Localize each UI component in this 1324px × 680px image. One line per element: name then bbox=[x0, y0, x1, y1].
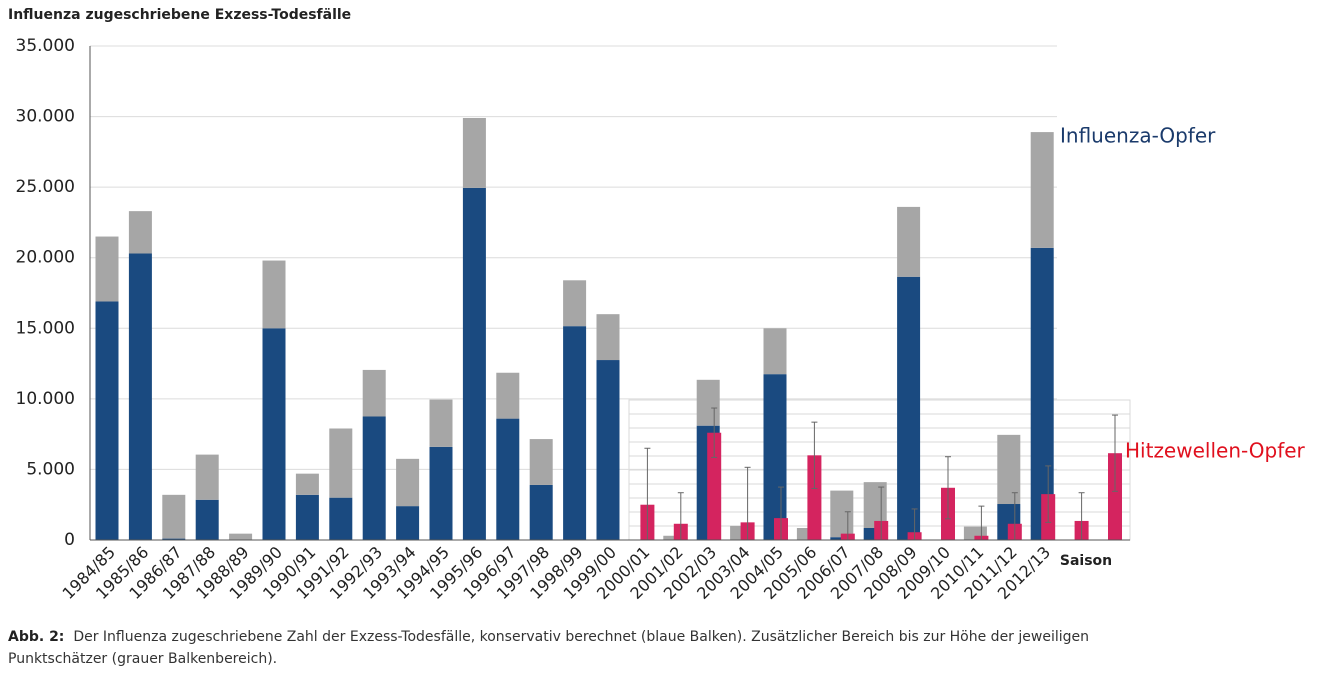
bar bbox=[997, 434, 1021, 505]
bar bbox=[195, 499, 219, 540]
error-bar bbox=[844, 511, 851, 540]
bar bbox=[362, 416, 386, 540]
bar bbox=[95, 236, 119, 302]
bar bbox=[563, 280, 587, 327]
caption-text: Der Influenza zugeschriebene Zahl der Ex… bbox=[8, 629, 1089, 667]
bar bbox=[95, 301, 119, 540]
bar bbox=[362, 369, 386, 417]
bar bbox=[496, 372, 520, 419]
error-bar bbox=[1045, 465, 1052, 523]
bar bbox=[696, 379, 720, 426]
error-bar bbox=[811, 421, 818, 489]
bar bbox=[1030, 132, 1054, 248]
y-tick-label: 15.000 bbox=[16, 318, 75, 338]
error-bar bbox=[911, 508, 918, 540]
error-bar bbox=[1112, 414, 1118, 492]
bar bbox=[429, 446, 453, 540]
error-bar bbox=[1011, 492, 1018, 540]
bar bbox=[596, 360, 620, 540]
error-bar bbox=[945, 456, 951, 520]
error-bar bbox=[778, 486, 784, 540]
bar bbox=[229, 533, 253, 540]
bar bbox=[262, 328, 286, 540]
bar bbox=[396, 458, 420, 507]
bar bbox=[462, 117, 486, 188]
chart: Influenza zugeschriebene Exzess-Todesfäl… bbox=[8, 7, 1306, 603]
caption-label: Abb. 2: bbox=[8, 629, 65, 645]
x-axis-label: Saison bbox=[1060, 553, 1112, 569]
error-bar bbox=[978, 505, 985, 540]
error-bar bbox=[878, 486, 885, 540]
y-tick-label: 20.000 bbox=[16, 248, 75, 268]
y-tick-label: 35.000 bbox=[16, 36, 75, 56]
bar bbox=[707, 432, 722, 540]
bar bbox=[295, 494, 319, 540]
error-bar bbox=[744, 466, 751, 540]
error-bar bbox=[711, 407, 718, 458]
bar bbox=[897, 206, 921, 277]
bar bbox=[763, 374, 787, 540]
bar bbox=[162, 538, 186, 540]
error-bar bbox=[677, 492, 684, 540]
bar bbox=[396, 506, 420, 540]
y-tick-label: 30.000 bbox=[16, 107, 75, 127]
y-tick-label: 0 bbox=[64, 530, 75, 550]
bar bbox=[529, 484, 553, 540]
y-tick-label: 10.000 bbox=[16, 389, 75, 409]
bar bbox=[897, 276, 921, 540]
bar bbox=[128, 253, 152, 540]
y-tick-label: 5.000 bbox=[26, 459, 75, 479]
bar bbox=[329, 497, 353, 540]
error-bar bbox=[1078, 492, 1085, 540]
bar bbox=[195, 454, 219, 500]
bar bbox=[763, 328, 787, 375]
bar bbox=[807, 455, 822, 540]
bar bbox=[429, 399, 453, 447]
bar bbox=[329, 428, 353, 498]
annotation: Hitzewellen-Opfer bbox=[1125, 439, 1306, 463]
bar bbox=[596, 314, 620, 361]
plot bbox=[95, 117, 1122, 540]
bar bbox=[830, 490, 854, 538]
bar bbox=[295, 473, 319, 495]
chart-title: Influenza zugeschriebene Exzess-Todesfäl… bbox=[8, 7, 351, 23]
bar bbox=[462, 187, 486, 540]
bar bbox=[563, 326, 587, 540]
error-bar bbox=[644, 447, 651, 540]
bar bbox=[496, 418, 520, 540]
bar bbox=[128, 211, 152, 254]
bar bbox=[1108, 453, 1122, 540]
bar bbox=[262, 260, 286, 329]
y-tick-label: 25.000 bbox=[16, 177, 75, 197]
bar bbox=[529, 439, 553, 485]
bar bbox=[162, 494, 186, 539]
annotation: Influenza-Opfer bbox=[1060, 124, 1216, 148]
caption: Abb. 2: Der Influenza zugeschriebene Zah… bbox=[8, 626, 1128, 670]
